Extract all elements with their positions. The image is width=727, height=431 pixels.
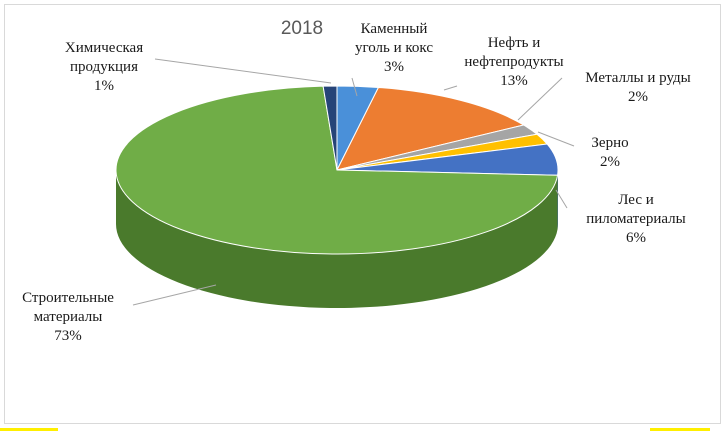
data-label-text: Каменный (360, 21, 428, 37)
data-label-percent: 73% (54, 328, 82, 344)
leader-line-3 (537, 131, 575, 147)
data-label-text: нефтепродукты (464, 54, 564, 70)
chart-title: 2018 (280, 18, 324, 39)
pie-slice-6 (322, 85, 338, 171)
data-label-6: Химическая продукция 1% (46, 39, 162, 96)
pie-slice-5 (115, 85, 559, 255)
pie-side-walls (115, 170, 558, 309)
data-label-text: уголь и кокс (354, 40, 434, 56)
pie-side-5 (115, 170, 558, 309)
data-label-percent: 3% (384, 59, 404, 75)
highlight-mark-right (650, 428, 710, 431)
pie-slice-1 (336, 86, 525, 171)
data-label-text: Лес и (618, 192, 654, 208)
data-label-percent: 2% (600, 154, 620, 170)
data-label-text: Металлы и руды (585, 70, 691, 86)
leader-line-0 (351, 77, 358, 97)
data-label-0: Каменный уголь и кокс 3% (346, 20, 442, 77)
data-label-4: Лес и пиломатериалы 6% (571, 191, 701, 248)
data-label-text: Химическая (64, 40, 144, 56)
data-label-percent: 13% (500, 73, 528, 89)
data-label-1: Нефть и нефтепродукты 13% (455, 34, 573, 91)
pie-slices (115, 85, 559, 255)
leader-line-1 (443, 85, 458, 91)
leader-line-6 (154, 58, 332, 84)
leader-lines (132, 58, 575, 306)
data-label-percent: 2% (628, 89, 648, 105)
data-label-3: Зерно 2% (583, 134, 637, 172)
data-label-text: Зерно (591, 135, 629, 151)
leader-line-5 (132, 284, 217, 306)
data-label-percent: 1% (94, 78, 114, 94)
data-label-text: пиломатериалы (586, 211, 686, 227)
data-label-text: продукция (70, 59, 138, 75)
data-label-text: материалы (33, 309, 103, 325)
data-label-text: Строительные (22, 290, 114, 306)
leader-line-4 (555, 189, 568, 209)
data-label-text: Нефть и (487, 35, 541, 51)
leader-line-2 (517, 77, 563, 121)
data-label-percent: 6% (626, 230, 646, 246)
highlight-mark-left (0, 428, 58, 431)
data-label-2: Металлы и руды 2% (570, 69, 706, 107)
data-label-5: Строительные материалы 73% (8, 289, 128, 346)
